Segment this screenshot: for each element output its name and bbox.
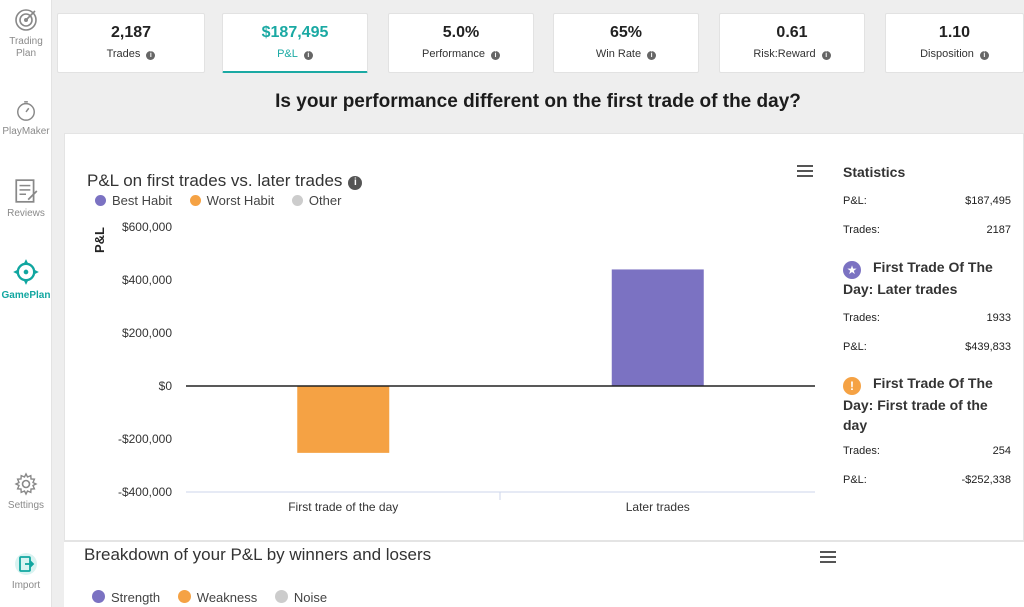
- metric-label: Performance i: [389, 48, 533, 60]
- legend-dot: [291, 195, 303, 206]
- sidebar-item-label: Reviews: [7, 208, 45, 219]
- metric-card-disposition[interactable]: 1.10 Disposition i: [885, 13, 1024, 73]
- sidebar-item-label: Import: [11, 580, 41, 591]
- metric-card-trades[interactable]: 2,187 Trades i: [57, 13, 205, 73]
- info-icon[interactable]: i: [490, 51, 500, 60]
- metric-value: 1.10: [938, 24, 971, 41]
- stat-row-later-pnl: P&L: $439,833: [843, 341, 1011, 353]
- sidebar: Trading Plan PlayMaker Reviews GamePlan: [0, 0, 52, 607]
- legend-dot: [177, 590, 191, 603]
- sidebar-item-trading-plan[interactable]: Trading Plan: [0, 8, 52, 60]
- breakdown-legend: Strength Weakness Noise: [92, 590, 341, 605]
- metric-value: $187,495: [261, 24, 329, 41]
- legend-dot: [274, 590, 288, 603]
- stat-group-later-trades: ★ First Trade Of The Day: Later trades: [843, 259, 993, 297]
- sidebar-item-label: GamePlan: [1, 290, 51, 301]
- legend-item-strength[interactable]: Strength: [92, 590, 160, 605]
- legend-dot: [92, 590, 105, 603]
- import-icon: [15, 553, 37, 575]
- stat-row-overall-trades: Trades: 2187: [843, 224, 1011, 236]
- metric-value: 0.61: [776, 24, 808, 41]
- metric-label: Risk:Reward i: [720, 48, 864, 60]
- sidebar-item-settings[interactable]: Settings: [0, 472, 52, 512]
- gear-icon: [14, 472, 38, 496]
- legend-dot: [189, 195, 201, 206]
- warning-badge-icon: !: [843, 377, 861, 395]
- document-icon: [15, 179, 38, 203]
- legend-item-noise[interactable]: Noise: [274, 590, 327, 605]
- stat-row-first-trades: Trades: 254: [843, 445, 1011, 457]
- metric-card-risk-reward[interactable]: 0.61 Risk:Reward i: [719, 13, 865, 73]
- stat-row-later-trades: Trades: 1933: [843, 312, 1011, 324]
- star-badge-icon: ★: [843, 261, 861, 279]
- metric-value: 65%: [609, 24, 643, 41]
- metric-card-win-rate[interactable]: 65% Win Rate i: [553, 13, 699, 73]
- legend-dot: [95, 195, 106, 206]
- compass-icon: [13, 259, 39, 285]
- info-icon[interactable]: i: [979, 51, 989, 60]
- breakdown-panel: [64, 541, 1024, 607]
- metric-value: 5.0%: [442, 24, 480, 41]
- metric-label: Win Rate i: [554, 48, 698, 60]
- chart-panel: [64, 133, 1024, 541]
- legend-item-worst-habit[interactable]: Worst Habit: [189, 193, 274, 208]
- info-icon[interactable]: i: [146, 51, 156, 60]
- breakdown-menu-icon[interactable]: [820, 551, 836, 564]
- stat-row-overall-pnl: P&L: $187,495: [843, 195, 1011, 207]
- legend-item-best-habit[interactable]: Best Habit: [95, 193, 172, 208]
- metric-value: 2,187: [110, 24, 152, 41]
- sidebar-item-reviews[interactable]: Reviews: [0, 178, 52, 220]
- info-icon[interactable]: i: [348, 176, 363, 190]
- metric-card-pnl[interactable]: $187,495 P&L i: [222, 13, 368, 73]
- info-icon[interactable]: i: [303, 51, 313, 60]
- sidebar-item-label: Settings: [7, 500, 45, 511]
- sidebar-item-label: PlayMaker: [2, 126, 50, 137]
- metric-label: Disposition i: [886, 48, 1023, 60]
- stopwatch-icon: [17, 101, 35, 121]
- page-question: Is your performance different on the fir…: [275, 91, 801, 112]
- chart-legend: Best Habit Worst Habit Other: [95, 193, 355, 208]
- metric-label: P&L i: [223, 48, 367, 60]
- stat-row-first-pnl: P&L: -$252,338: [843, 474, 1011, 486]
- info-icon[interactable]: i: [647, 51, 657, 60]
- info-icon[interactable]: i: [821, 51, 831, 60]
- breakdown-title: Breakdown of your P&L by winners and los…: [84, 545, 432, 564]
- target-icon: [15, 9, 37, 31]
- chart-menu-icon[interactable]: [797, 165, 813, 178]
- sidebar-item-import[interactable]: Import: [0, 552, 52, 592]
- sidebar-item-playmaker[interactable]: PlayMaker: [0, 100, 52, 138]
- legend-item-weakness[interactable]: Weakness: [177, 590, 257, 605]
- metric-label: Trades i: [58, 48, 204, 60]
- chart-title: P&L on first trades vs. later trades i: [87, 171, 363, 191]
- legend-item-other[interactable]: Other: [291, 193, 341, 208]
- sidebar-item-gameplan[interactable]: GamePlan: [0, 258, 52, 302]
- metric-card-performance[interactable]: 5.0% Performance i: [388, 13, 534, 73]
- sidebar-item-label: Trading Plan: [9, 36, 43, 59]
- statistics-title: Statistics: [843, 164, 906, 180]
- stat-group-first-trade: ! First Trade Of The Day: First trade of …: [843, 375, 993, 433]
